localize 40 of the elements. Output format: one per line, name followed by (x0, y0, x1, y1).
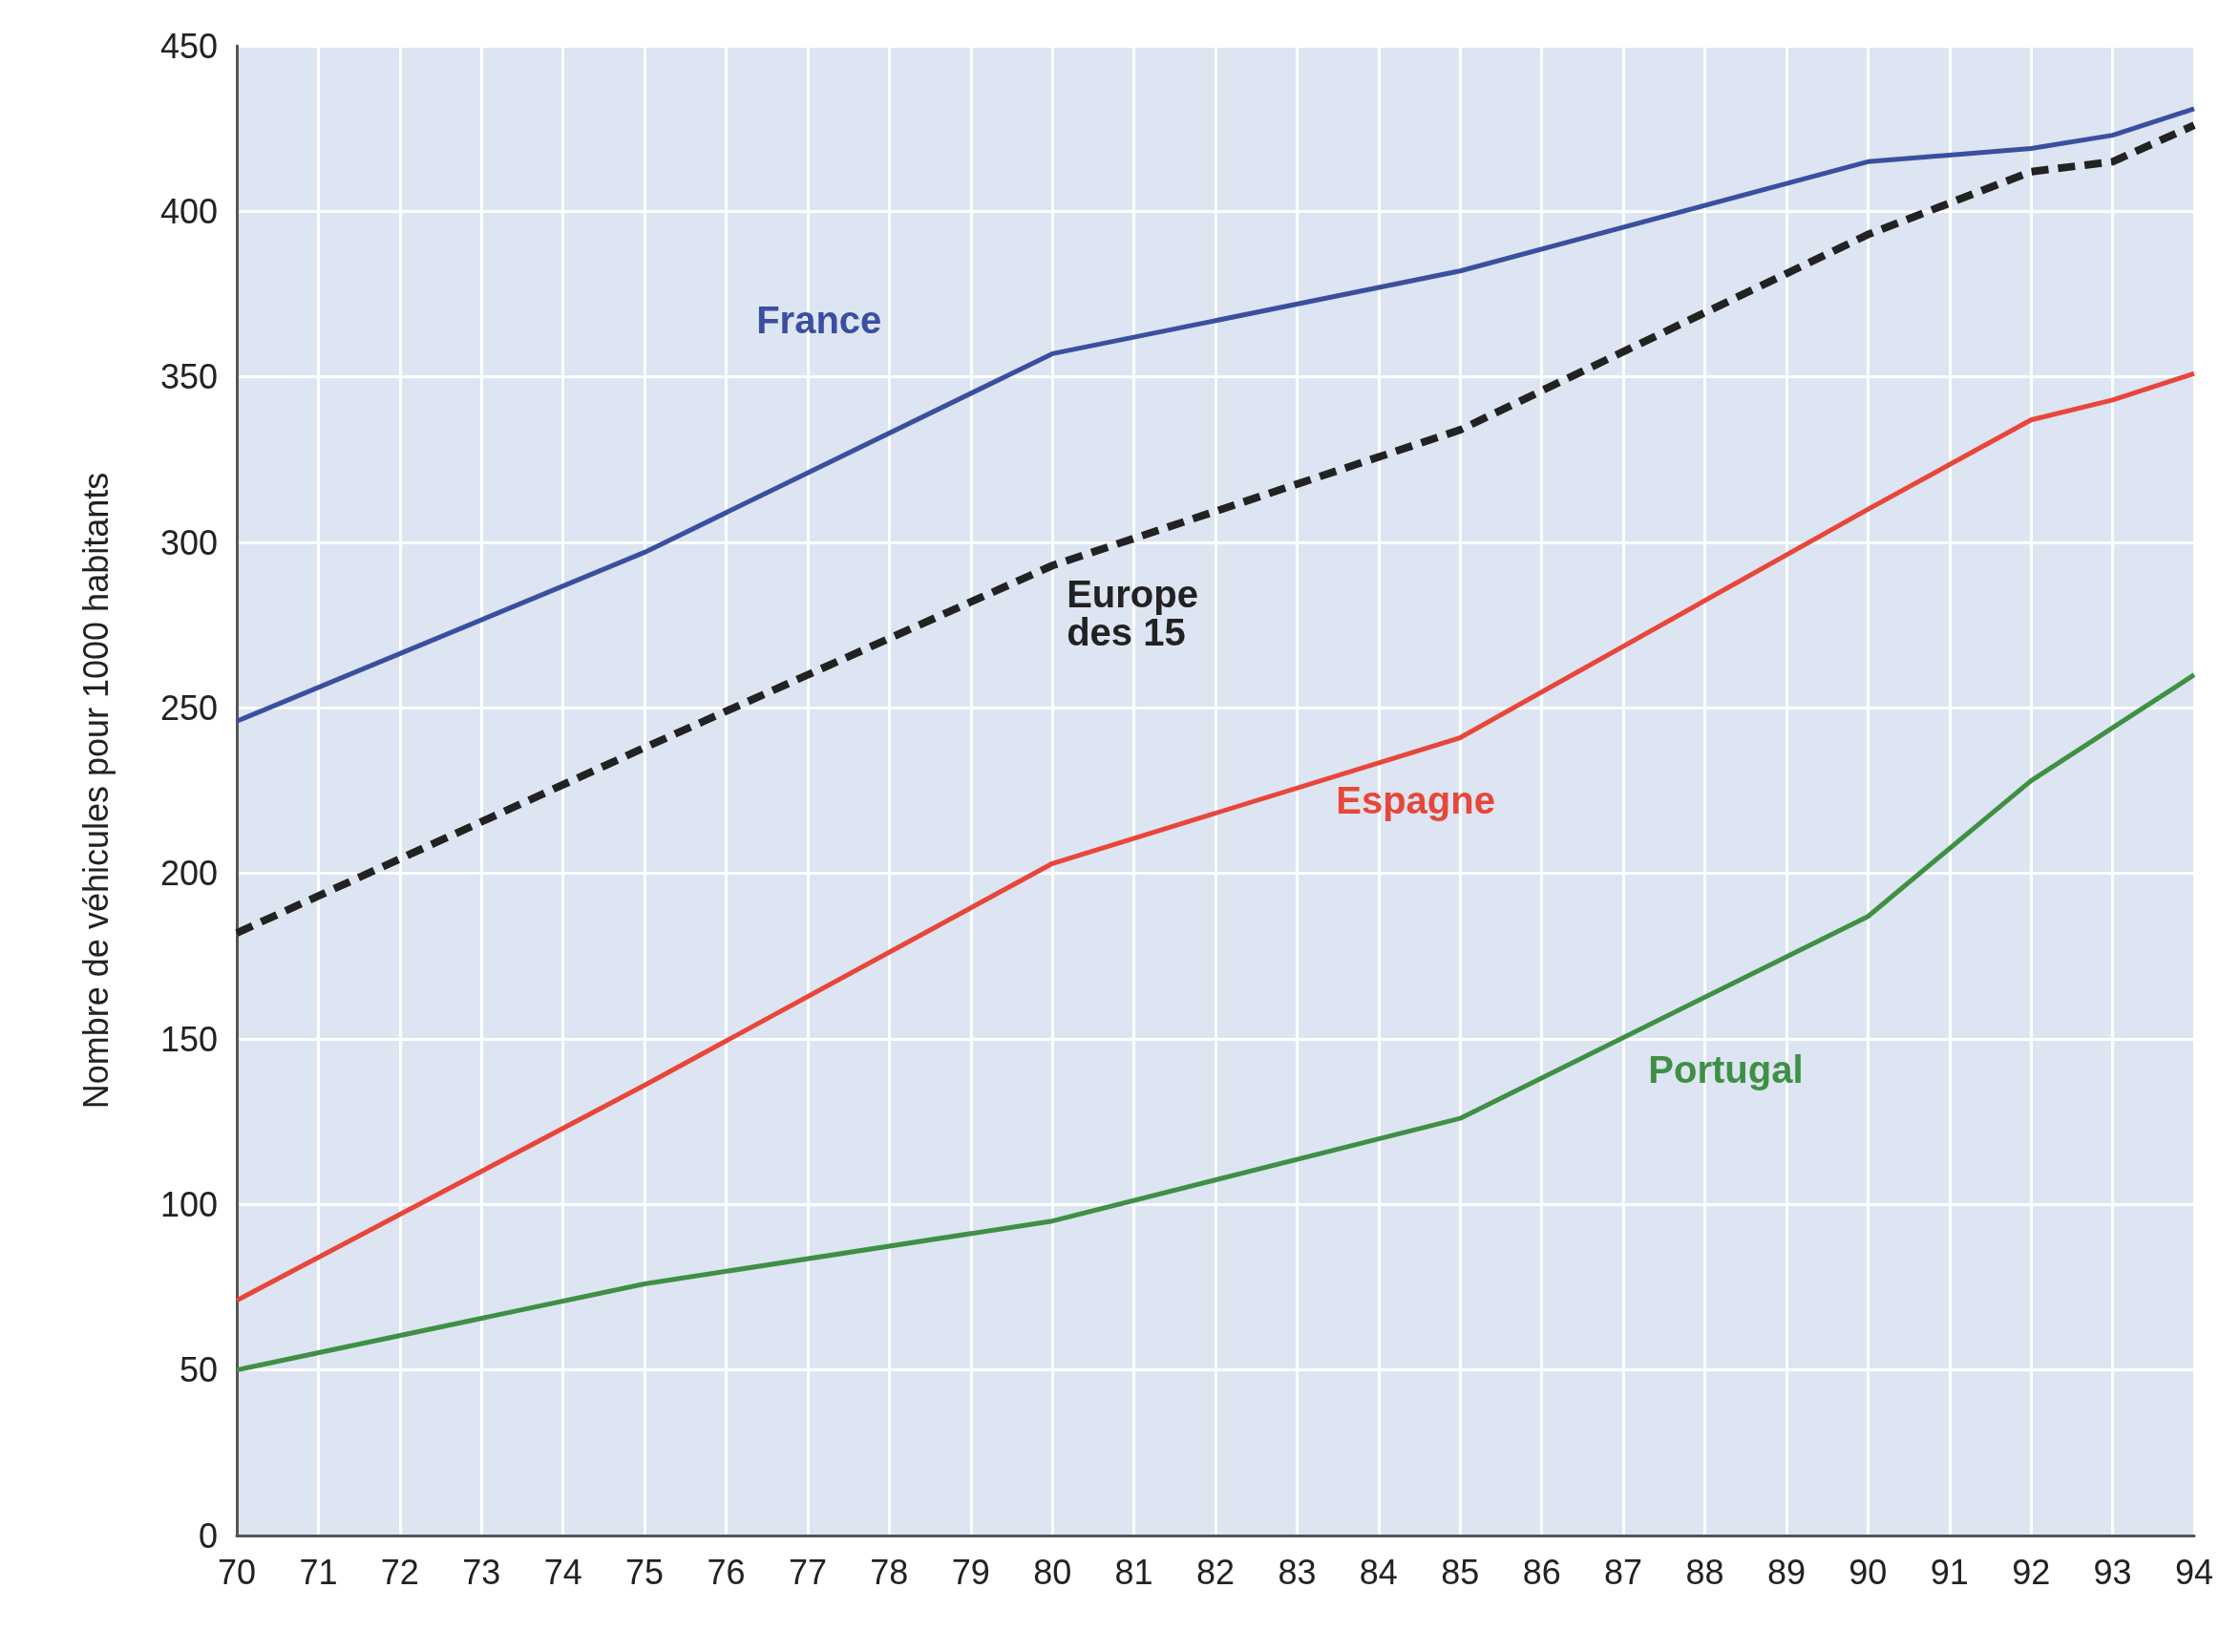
y-tick-label: 150 (159, 1019, 218, 1059)
y-tick-label: 350 (159, 357, 218, 397)
series-label: Portugal (1648, 1048, 1804, 1091)
x-tick-label: 82 (1195, 1552, 1236, 1592)
x-tick-label: 72 (380, 1552, 419, 1592)
x-tick-label: 71 (299, 1552, 338, 1592)
text: France (756, 299, 882, 342)
x-tick-label: 78 (870, 1552, 909, 1592)
y-tick-label: 0 (198, 1515, 218, 1556)
x-tick-label: 93 (2093, 1552, 2132, 1592)
x-tick-label: 77 (788, 1552, 827, 1592)
y-tick-label: 450 (159, 26, 218, 66)
y-tick-label: 50 (179, 1350, 218, 1390)
x-tick-label: 91 (1930, 1552, 1969, 1592)
series-label: Espagne (1336, 778, 1495, 821)
x-tick-label: 73 (462, 1552, 501, 1592)
y-tick-label: 200 (159, 854, 218, 894)
x-tick-label: 92 (2012, 1552, 2051, 1592)
y-tick-label: 300 (159, 522, 218, 562)
x-tick-label: 80 (1033, 1552, 1072, 1592)
x-tick-label: 88 (1685, 1552, 1724, 1592)
x-tick-label: 81 (1114, 1552, 1153, 1592)
x-tick-label: 86 (1522, 1552, 1561, 1592)
x-tick-label: 79 (951, 1552, 990, 1592)
x-tick-label: 74 (543, 1552, 582, 1592)
x-tick-label: 90 (1849, 1552, 1888, 1592)
x-tick-label: 70 (217, 1552, 257, 1592)
x-tick-label: 76 (707, 1552, 746, 1592)
y-tick-label: 250 (159, 688, 218, 728)
x-tick-label: 83 (1278, 1552, 1317, 1592)
x-tick-label: 84 (1359, 1552, 1398, 1592)
y-axis-title: Nombre de véhicules pour 1000 habitants (75, 472, 116, 1110)
x-tick-label: 94 (2174, 1552, 2214, 1592)
x-tick-label: 87 (1604, 1552, 1643, 1592)
y-tick-label: 400 (159, 191, 218, 231)
x-tick-label: 85 (1441, 1552, 1480, 1592)
x-tick-label: 89 (1766, 1552, 1806, 1592)
x-tick-label: 75 (625, 1552, 665, 1592)
series-label: Europe des 15 (1067, 573, 1210, 654)
y-tick-label: 100 (159, 1184, 218, 1224)
